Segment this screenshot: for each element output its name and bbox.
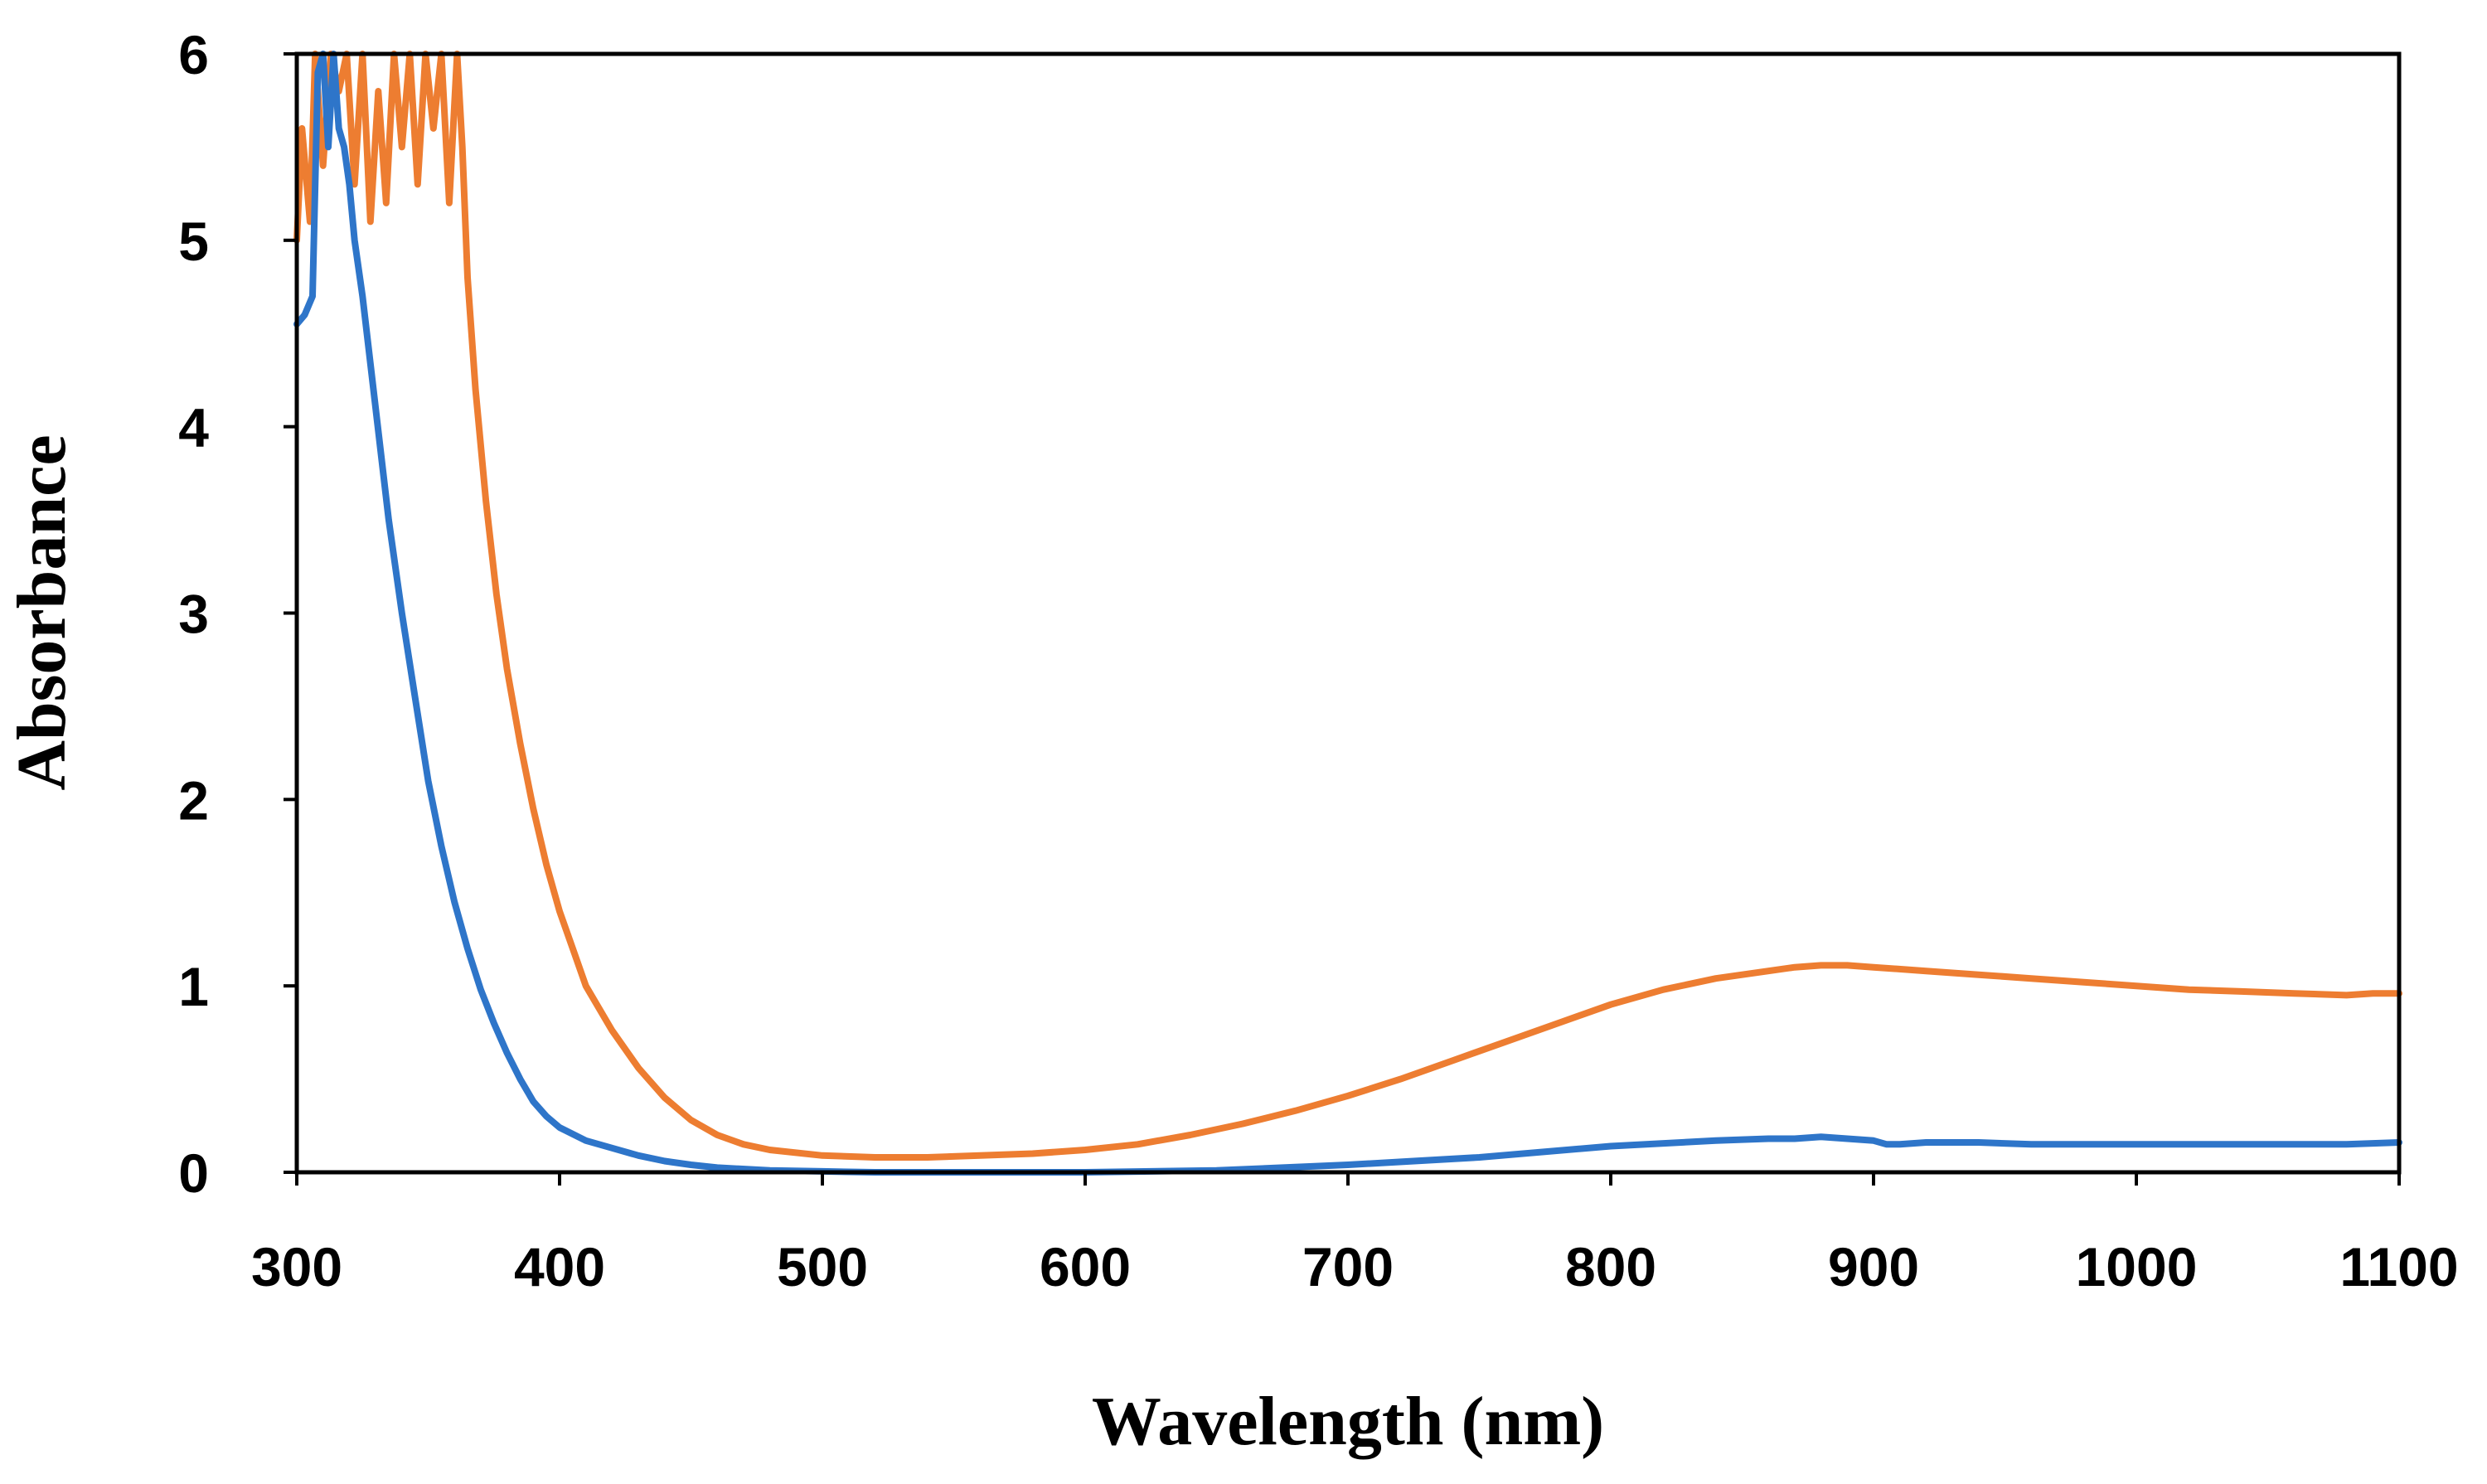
- y-tick-label: 0: [178, 1142, 209, 1204]
- x-tick-label: 500: [777, 1236, 868, 1297]
- series-layer: [293, 51, 2402, 1176]
- x-tick-label: 700: [1302, 1236, 1394, 1297]
- y-tick-label: 2: [178, 769, 209, 831]
- y-tick-label: 4: [178, 397, 209, 458]
- x-tick-label: 900: [1828, 1236, 1919, 1297]
- series-line-blue: [293, 51, 2402, 1176]
- x-tick-label: 800: [1565, 1236, 1656, 1297]
- y-tick-label: 1: [178, 956, 209, 1017]
- x-tick-label: 1100: [2339, 1236, 2458, 1297]
- x-tick-label: 1000: [2076, 1236, 2198, 1297]
- y-tick-label: 6: [178, 24, 209, 85]
- x-axis-title: Wavelength (nm): [1092, 1383, 1604, 1460]
- y-tick-label: 3: [178, 584, 209, 645]
- axis-layer: 300 400 500 600 700 800 900 1000 1100 0 1 2 3 4 5 6: [178, 24, 2458, 1297]
- x-tick-label: 600: [1040, 1236, 1131, 1297]
- series-line-orange: [293, 51, 2402, 1161]
- y-tick-label: 5: [178, 211, 209, 272]
- x-tick-label: 300: [251, 1236, 342, 1297]
- x-tick-label: 400: [514, 1236, 605, 1297]
- y-axis-title: Absorbance: [3, 434, 80, 790]
